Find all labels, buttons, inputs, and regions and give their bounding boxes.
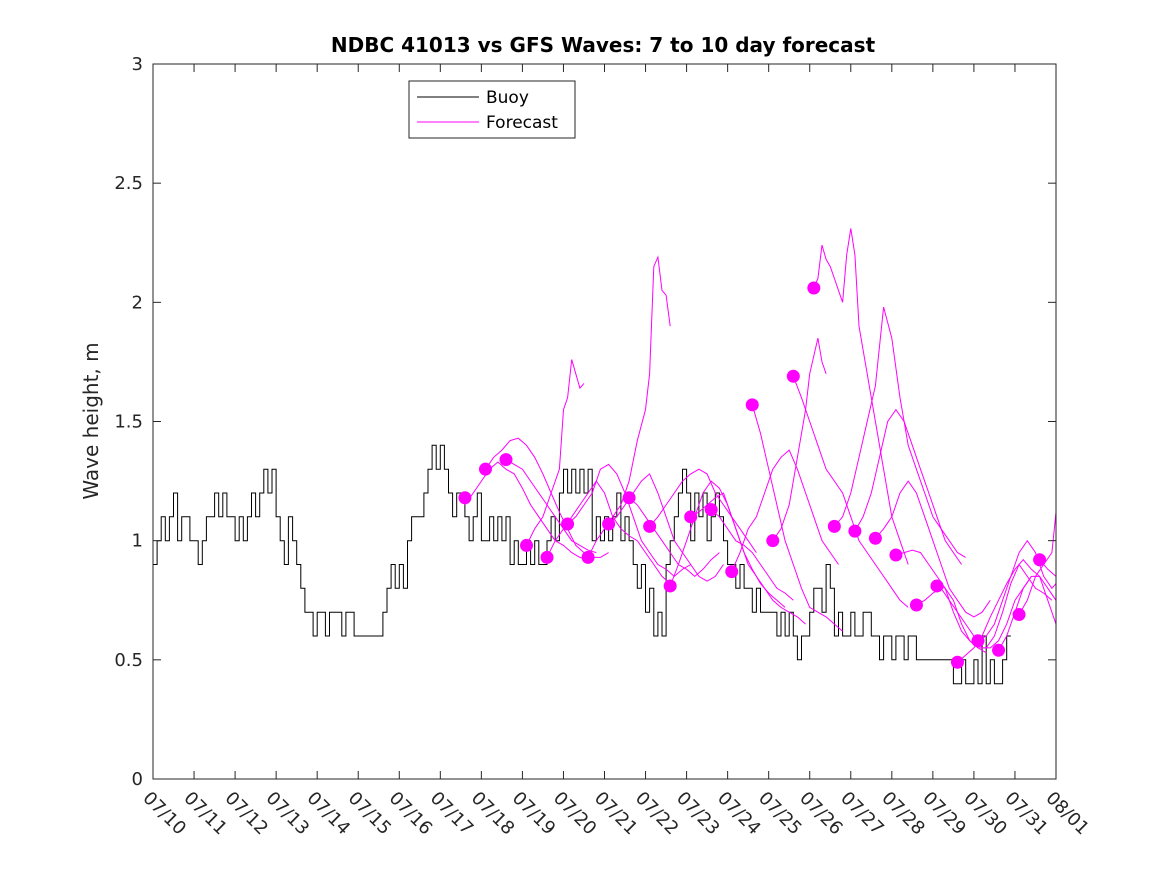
forecast-marker bbox=[499, 453, 513, 467]
forecast-marker bbox=[704, 503, 718, 517]
buoy-line bbox=[153, 444, 1011, 685]
y-tick-label: 1.5 bbox=[114, 412, 143, 433]
forecast-line bbox=[813, 228, 909, 565]
forecast-marker bbox=[868, 531, 882, 545]
forecast-line bbox=[751, 404, 843, 632]
forecast-marker bbox=[786, 369, 800, 383]
forecast-marker bbox=[1033, 553, 1047, 567]
forecast-marker bbox=[745, 398, 759, 412]
forecast-line bbox=[977, 539, 1056, 642]
forecast-line bbox=[710, 509, 794, 601]
forecast-line bbox=[1018, 512, 1056, 615]
forecast-marker bbox=[1012, 608, 1026, 622]
legend-box bbox=[408, 80, 576, 139]
forecast-line bbox=[731, 449, 839, 572]
forecast-line bbox=[690, 492, 806, 625]
forecast-marker bbox=[766, 534, 780, 548]
forecast-markers bbox=[458, 281, 1047, 669]
forecast-marker bbox=[663, 579, 677, 593]
y-tick-label: 0.5 bbox=[114, 650, 143, 671]
y-tick-label: 3 bbox=[132, 54, 143, 75]
forecast-marker bbox=[848, 524, 862, 538]
forecast-line bbox=[505, 459, 597, 554]
forecast-marker bbox=[622, 491, 636, 505]
forecast-line bbox=[792, 376, 909, 608]
forecast-line bbox=[998, 575, 1056, 651]
forecast-marker bbox=[643, 519, 657, 533]
forecast-marker bbox=[950, 655, 964, 669]
y-tick-label: 2 bbox=[132, 292, 143, 313]
forecast-marker bbox=[602, 517, 616, 531]
forecast-marker bbox=[458, 491, 472, 505]
forecast-line bbox=[834, 306, 966, 558]
forecast-marker bbox=[520, 538, 534, 552]
buoy-series bbox=[153, 444, 1011, 685]
legend-buoy-label: Buoy bbox=[486, 88, 529, 108]
forecast-marker bbox=[540, 550, 554, 564]
forecast-marker bbox=[909, 598, 923, 612]
y-axis-label: Wave height, m bbox=[79, 342, 103, 499]
forecast-marker bbox=[725, 565, 739, 579]
forecast-marker bbox=[992, 643, 1006, 657]
forecast-marker bbox=[930, 579, 944, 593]
forecast-line bbox=[649, 468, 757, 553]
forecast-line bbox=[628, 497, 720, 578]
forecast-marker bbox=[807, 281, 821, 295]
forecast-marker bbox=[561, 517, 575, 531]
legend-forecast-label: Forecast bbox=[486, 113, 558, 133]
forecast-line bbox=[875, 480, 991, 618]
forecast-marker bbox=[827, 519, 841, 533]
forecast-marker bbox=[581, 550, 595, 564]
legend: Buoy Forecast bbox=[408, 80, 576, 139]
forecast-line bbox=[567, 463, 691, 578]
y-tick-label: 1 bbox=[132, 531, 143, 552]
forecast-marker bbox=[684, 510, 698, 524]
forecast-line bbox=[854, 408, 963, 565]
forecast-marker bbox=[889, 548, 903, 562]
forecast-line bbox=[526, 359, 585, 546]
chart-title: NDBC 41013 vs GFS Waves: 7 to 10 day for… bbox=[331, 33, 876, 57]
forecast-marker bbox=[478, 462, 492, 476]
y-tick-label: 2.5 bbox=[114, 173, 143, 194]
y-tick-label: 0 bbox=[132, 769, 143, 790]
forecast-marker bbox=[971, 634, 985, 648]
